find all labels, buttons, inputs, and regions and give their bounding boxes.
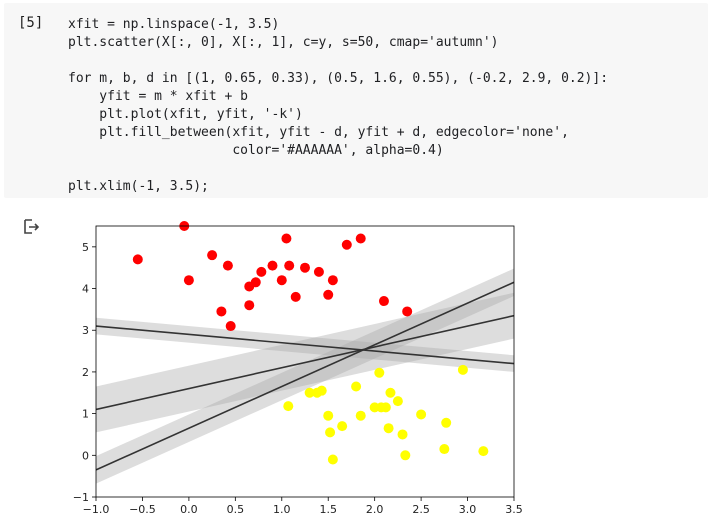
scatter-point: [416, 409, 427, 420]
scatter-point: [383, 423, 394, 434]
scatter-point: [207, 250, 218, 261]
scatter-point: [378, 296, 389, 307]
code-line: plt.scatter(X[:, 0], X[:, 1], c=y, s=50,…: [68, 35, 499, 50]
x-tick-label: 2.0: [366, 503, 384, 516]
y-tick-label: 2: [82, 366, 89, 379]
scatter-point: [385, 387, 396, 398]
x-tick-label: 3.5: [505, 503, 522, 516]
x-tick-label: −0.5: [129, 503, 156, 516]
scatter-point: [439, 444, 450, 455]
code-line: plt.plot(xfit, yfit, '-k'): [68, 107, 303, 122]
scatter-point: [216, 306, 227, 317]
plot-frame: [95, 225, 515, 498]
fit-line: [96, 281, 514, 471]
scatter-point: [400, 450, 411, 461]
fit-line: [96, 325, 514, 365]
y-axis: −1 0 1 2 3 4 5: [73, 241, 96, 504]
y-tick-label: 0: [82, 449, 89, 462]
scatter-point: [132, 254, 143, 265]
y-tick-label: −1: [73, 491, 89, 504]
code-editor[interactable]: xfit = np.linspace(-1, 3.5) plt.scatter(X…: [68, 16, 608, 196]
scatter-point: [250, 277, 261, 288]
scatter-point: [478, 446, 489, 457]
scatter-point: [313, 266, 324, 277]
code-line: xfit = np.linspace(-1, 3.5): [68, 17, 280, 32]
scatter-point: [281, 233, 292, 244]
scatter-point: [244, 300, 255, 311]
x-tick-label: 0.5: [227, 503, 245, 516]
scatter-point: [380, 402, 391, 413]
scatter-point: [276, 275, 287, 286]
code-line: plt.fill_between(xfit, yfit - d, yfit + …: [68, 125, 569, 140]
scatter-point: [441, 417, 452, 428]
code-line: [68, 160, 608, 178]
y-tick-label: 5: [82, 241, 89, 254]
scatter-point: [355, 410, 366, 421]
code-line: color='#AAAAAA', alpha=0.4): [68, 143, 444, 158]
scatter-point: [222, 260, 233, 271]
scatter-point: [402, 306, 413, 317]
x-axis: −1.0 −0.5 0.0 0.5 1.0 1.5 2.0 2.5 3.0 3.5: [83, 497, 522, 516]
execution-count: [5]: [18, 15, 44, 31]
code-line: for m, b, d in [(1, 0.65, 0.33), (0.5, 1…: [68, 71, 609, 86]
scatter-point: [284, 260, 295, 271]
output-arrow-icon[interactable]: [22, 218, 40, 236]
scatter-point: [397, 429, 408, 440]
code-cell[interactable]: [5] xfit = np.linspace(-1, 3.5) plt.scatt…: [4, 3, 708, 198]
scatter-point: [323, 289, 334, 300]
scatter-point: [325, 427, 336, 438]
scatter-point: [351, 381, 362, 392]
scatter-point: [327, 275, 338, 286]
scatter-point: [300, 262, 310, 273]
scatter-point: [283, 401, 294, 412]
scatter-point: [374, 367, 385, 378]
scatter-point: [341, 239, 352, 250]
code-line: [68, 52, 608, 70]
scatter-point: [323, 410, 334, 421]
x-tick-label: 1.0: [273, 503, 291, 516]
x-tick-label: −1.0: [83, 503, 110, 516]
scatter-point: [392, 396, 403, 407]
y-tick-label: 3: [82, 324, 89, 337]
y-tick-label: 4: [82, 283, 89, 296]
scatter-point: [267, 260, 278, 271]
y-tick-label: 1: [82, 408, 89, 421]
code-line: plt.xlim(-1, 3.5);: [68, 179, 209, 194]
scatter-point: [256, 266, 267, 277]
x-tick-label: 3.0: [459, 503, 477, 516]
scatter-point: [337, 421, 348, 432]
scatter-point: [290, 291, 301, 302]
x-tick-label: 2.5: [412, 503, 430, 516]
scatter-point: [316, 385, 327, 396]
x-tick-label: 1.5: [319, 503, 337, 516]
scatter-points: [132, 221, 489, 465]
scatter-point: [457, 364, 468, 375]
code-line: yfit = m * xfit + b: [68, 89, 249, 104]
scatter-point: [225, 321, 236, 332]
scatter-point: [327, 454, 338, 465]
scatter-point: [355, 233, 366, 244]
scatter-point: [183, 275, 194, 286]
scatter-point: [304, 387, 315, 398]
scatter-plot: −1.0 −0.5 0.0 0.5 1.0 1.5 2.0 2.5 3.0 3.5 −1 0 1 2 3 4…: [73, 221, 522, 516]
x-tick-label: 0.0: [180, 503, 198, 516]
fit-lines: [96, 281, 514, 471]
fit-line: [96, 314, 514, 411]
